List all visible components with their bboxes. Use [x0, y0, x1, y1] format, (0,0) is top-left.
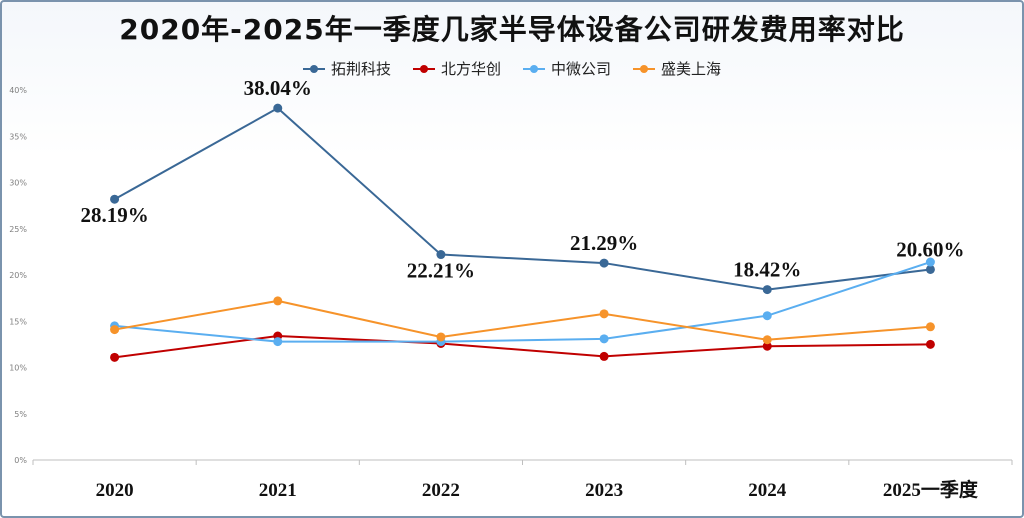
series-line [114, 107, 931, 291]
y-tick-label: 20% [9, 271, 27, 280]
data-point [599, 351, 609, 361]
chart-title: 2020年-2025年一季度几家半导体设备公司研发费用率对比 [119, 13, 905, 46]
data-point [599, 258, 609, 268]
y-tick-label: 10% [9, 364, 27, 373]
legend-item: 盛美上海 [633, 58, 721, 79]
data-point [273, 103, 283, 113]
y-tick-label: 15% [9, 317, 27, 326]
legend-item: 中微公司 [523, 58, 611, 79]
data-point [110, 325, 120, 335]
x-tick-label: 2024 [748, 480, 787, 501]
x-tick-label: 2022 [422, 480, 460, 501]
series-line [114, 261, 931, 343]
y-tick-label: 5% [14, 410, 27, 419]
data-point [273, 296, 283, 306]
data-point [110, 352, 120, 362]
data-point [110, 194, 120, 204]
chart-legend: 拓荆科技 北方华创 中微公司 盛美上海 [0, 58, 1024, 79]
data-point [762, 285, 772, 295]
data-point [273, 337, 283, 347]
data-label: 21.29% [570, 231, 638, 255]
series-line [114, 299, 931, 341]
data-point [925, 322, 935, 332]
data-point [762, 311, 772, 321]
legend-label: 拓荆科技 [330, 60, 391, 78]
data-label: 28.19% [80, 203, 148, 227]
legend-label: 北方华创 [440, 60, 501, 78]
data-point [925, 257, 935, 267]
legend-swatch [633, 64, 656, 74]
data-label: 22.21% [407, 259, 475, 283]
data-point [762, 335, 772, 345]
data-label: 38.04% [244, 76, 312, 100]
legend-item: 北方华创 [412, 58, 501, 79]
data-point [925, 339, 935, 349]
legend-swatch [523, 64, 545, 74]
y-tick-label: 40% [9, 86, 27, 95]
data-point [762, 341, 772, 351]
data-label: 20.60% [896, 237, 964, 261]
data-label: 18.42% [733, 258, 801, 282]
legend-label: 中微公司 [551, 60, 612, 78]
legend-swatch [412, 64, 435, 74]
legend-swatch [302, 64, 325, 74]
x-tick-label: 2025一季度 [883, 478, 979, 501]
legend-item: 拓荆科技 [302, 58, 391, 79]
data-point [599, 309, 609, 319]
data-point [436, 250, 446, 260]
y-tick-label: 35% [9, 132, 27, 141]
y-tick-label: 25% [9, 225, 27, 234]
y-tick-label: 0% [14, 456, 27, 465]
data-point [436, 332, 446, 342]
x-tick-label: 2020 [96, 480, 134, 501]
x-tick-label: 2021 [259, 480, 297, 501]
x-tick-label: 2023 [585, 480, 623, 501]
data-point [925, 264, 935, 274]
y-tick-label: 30% [9, 179, 27, 188]
data-point [599, 334, 609, 344]
legend-label: 盛美上海 [661, 60, 722, 78]
